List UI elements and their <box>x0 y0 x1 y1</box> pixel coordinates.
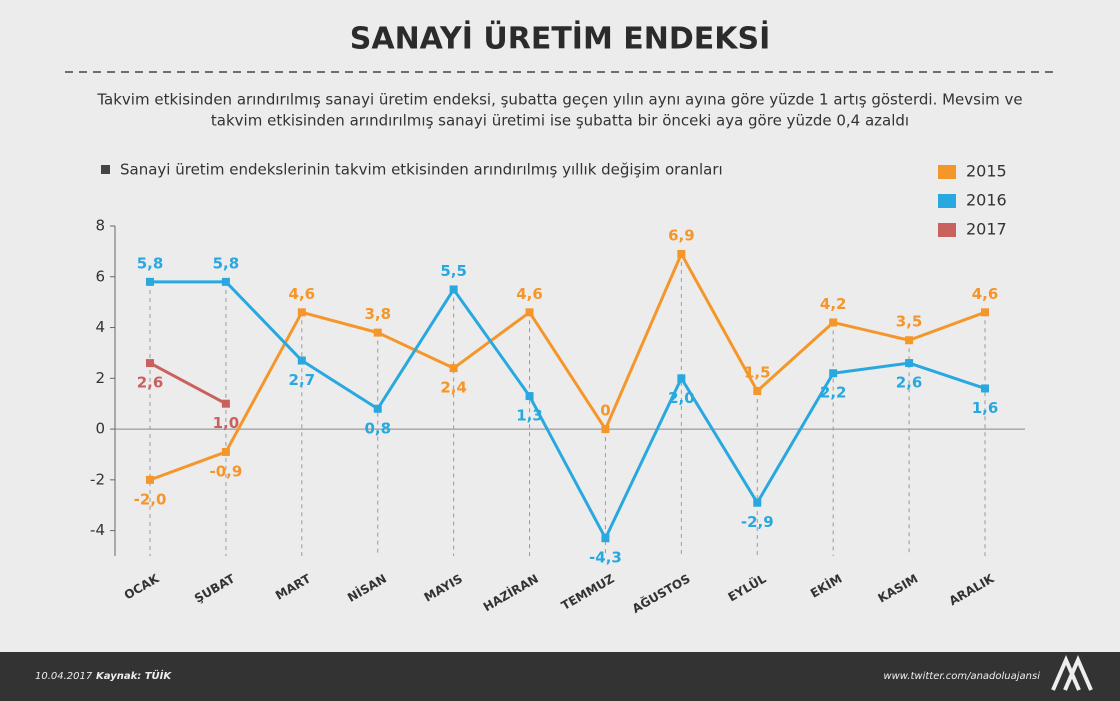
legend-swatch <box>938 165 956 179</box>
data-label: 3,8 <box>364 305 391 323</box>
legend-swatch <box>938 194 956 208</box>
data-label: 2,6 <box>896 374 923 392</box>
note-bullet <box>101 165 110 174</box>
data-label: 6,9 <box>668 226 695 244</box>
data-label: 2,6 <box>137 374 164 392</box>
data-label: 4,6 <box>972 285 999 303</box>
data-point <box>525 308 534 317</box>
data-label: 2,4 <box>440 379 467 397</box>
data-point <box>753 387 762 395</box>
data-point <box>297 356 306 365</box>
data-label: 4,2 <box>820 295 847 313</box>
footer-bar <box>0 652 1120 701</box>
subtitle-line: Takvim etkisinden arındırılmış sanayi ür… <box>96 91 1022 109</box>
data-point <box>601 534 610 543</box>
data-point <box>221 447 230 456</box>
data-label: 2,7 <box>289 371 316 389</box>
data-point <box>525 392 534 401</box>
data-point <box>905 336 914 345</box>
data-point <box>981 384 989 393</box>
data-point <box>829 318 838 327</box>
data-point <box>601 425 610 434</box>
data-point <box>146 277 154 286</box>
legend-label: 2015 <box>966 162 1007 181</box>
data-point <box>297 308 306 317</box>
chart-title: SANAYİ ÜRETİM ENDEKSİ <box>350 20 771 57</box>
data-label: 0 <box>600 402 610 420</box>
data-point <box>373 404 382 413</box>
data-point <box>829 369 838 378</box>
data-label: 1,0 <box>213 414 240 432</box>
data-label: 2,2 <box>820 384 847 402</box>
data-label: 5,8 <box>137 254 164 272</box>
y-tick-label: 4 <box>95 318 105 336</box>
data-point <box>981 308 989 317</box>
data-label: -0,9 <box>210 462 243 480</box>
data-point <box>905 359 914 368</box>
footer-date: 10.04.2017 <box>35 671 93 682</box>
series-line <box>150 280 986 540</box>
data-point <box>221 277 230 286</box>
data-label: 1,6 <box>972 399 999 417</box>
y-tick-label: -4 <box>90 521 105 539</box>
data-label: 2,0 <box>668 389 695 407</box>
data-point <box>449 364 458 373</box>
data-label: 1,5 <box>744 364 771 382</box>
data-label: -2,9 <box>741 513 774 531</box>
data-point <box>449 285 458 294</box>
data-point <box>146 359 154 368</box>
legend-swatch <box>938 223 956 237</box>
series-line <box>149 252 986 482</box>
chart-note: Sanayi üretim endekslerinin takvim etkis… <box>120 161 723 179</box>
data-label: -4,3 <box>589 549 622 567</box>
data-point <box>753 498 762 507</box>
data-label: 4,6 <box>289 285 316 303</box>
legend-label: 2016 <box>966 191 1007 210</box>
data-label: 3,5 <box>896 313 923 331</box>
y-tick-label: 6 <box>95 267 105 285</box>
data-point <box>146 475 154 484</box>
data-label: 4,6 <box>516 285 543 303</box>
logo <box>1051 654 1093 691</box>
logo-shape <box>1051 654 1093 691</box>
series-line <box>149 361 227 406</box>
data-point <box>221 399 230 408</box>
footer-url: www.twitter.com/anadoluajansi <box>883 671 1040 682</box>
data-label: 1,3 <box>516 407 543 425</box>
data-label: 5,5 <box>440 262 467 280</box>
y-tick-label: 8 <box>95 217 105 235</box>
data-point <box>677 374 686 383</box>
data-point <box>677 249 686 258</box>
data-label: 5,8 <box>213 254 240 272</box>
footer-source: Kaynak: TÜİK <box>96 668 172 682</box>
y-tick-label: 0 <box>95 420 105 438</box>
data-label: 0,8 <box>364 419 391 437</box>
legend-label: 2017 <box>966 220 1007 239</box>
subtitle-line: takvim etkisinden arındırılmış sanayi ür… <box>211 112 909 130</box>
y-tick-label: -2 <box>90 470 105 488</box>
data-point <box>373 328 382 337</box>
data-label: -2,0 <box>134 490 167 508</box>
y-tick-label: 2 <box>95 369 105 387</box>
